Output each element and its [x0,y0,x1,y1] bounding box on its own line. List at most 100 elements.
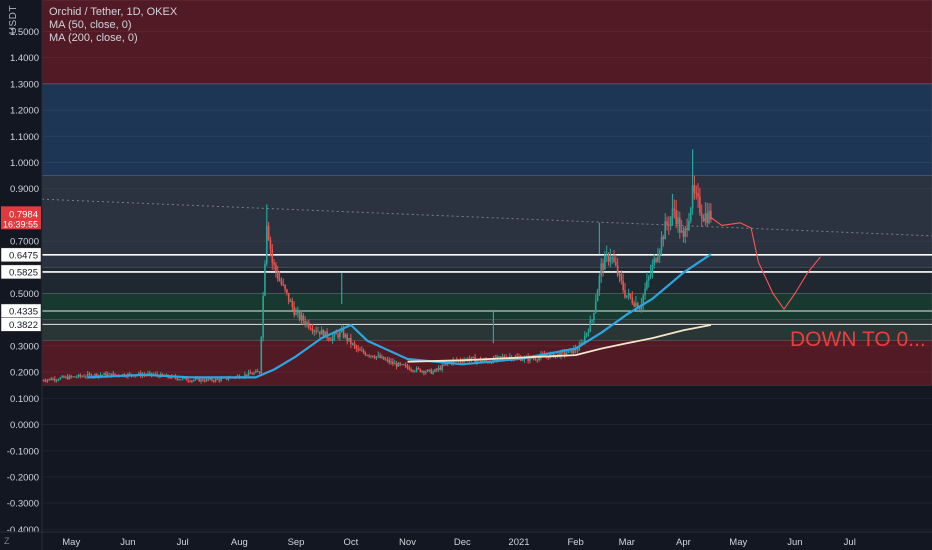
candle-body [368,355,370,357]
dotted-trendline [41,198,932,237]
x-tick-label: May [729,537,747,548]
candle-body [90,374,93,378]
candle-body [404,365,407,367]
candle-body [527,357,529,361]
candle-body [534,358,537,360]
timezone-badge[interactable]: Z [4,536,10,546]
candle-body [547,356,550,359]
candle-body [298,311,301,320]
candle-body [74,376,76,378]
y-tick-label: 0.3000 [10,341,39,352]
x-tick-label: Dec [454,537,471,548]
candle-body [43,380,45,382]
candle-body [452,360,454,364]
candle-body [161,373,164,376]
candle-body [315,330,317,332]
candle-body [684,227,687,237]
candle-body [666,221,668,225]
candle-body [490,362,493,364]
candle-body [556,353,559,355]
ma50-line [87,253,712,379]
candle-body [673,208,676,211]
zone-4 [41,293,932,320]
level-tag-label: 0.5825 [9,267,38,278]
y-tick-label: -0.3000 [7,499,39,510]
candle-body [370,355,372,357]
candle-body [379,355,381,358]
candle-body [187,380,190,382]
level-tag-0 [0,247,42,263]
candle-body [99,374,102,376]
candle-body [622,280,624,291]
candle-body [364,352,367,356]
candle-body [644,288,646,296]
candle-body [607,254,610,262]
candle-body [700,213,703,219]
candle-body [81,376,84,378]
candle-body [255,371,257,373]
x-tick-label: Jul [844,537,856,548]
x-tick-label: Sep [288,537,305,548]
candle-body [426,369,429,372]
candle-body [322,330,325,338]
candle-body [565,353,568,355]
candle-body [333,333,336,337]
candle-body [646,280,648,289]
annotation-down-to-zero: DOWN TO 0... [790,328,926,351]
candle-body [536,359,539,361]
candle-body [103,373,105,375]
candle-body [191,380,193,382]
candle-body [112,373,115,377]
candle-body [353,343,356,346]
candle-body [388,359,391,363]
candle-body [430,369,433,374]
candle-body [653,258,656,265]
candle-body [649,273,652,277]
candle-body [381,356,383,358]
candle-body [128,373,131,375]
candle-body [258,371,261,374]
candle-body [620,274,623,281]
candle-body [355,345,358,349]
candle-body [647,276,650,281]
candle-body [626,295,628,298]
candle-body [538,357,540,361]
candle-body [642,295,645,305]
candle-body [169,377,171,379]
candle-body [61,376,63,378]
candle-body [532,358,535,360]
candle-body [269,240,272,250]
candle-body [64,376,67,378]
candle-body [600,263,603,276]
candle-body [300,315,303,320]
candle-body [251,373,253,375]
candle-body [578,346,581,351]
candle-body [253,372,255,375]
candle-body [410,369,412,371]
y-tick-label: 0.9000 [10,184,39,195]
candle-body [485,359,487,362]
candle-body [205,378,208,382]
price-tag [1,206,41,230]
candle-body [408,367,411,370]
candle-body [662,236,665,240]
candle-body [664,221,666,240]
candle-body [198,378,200,382]
candle-body [256,371,259,373]
candle-body [585,333,588,336]
candle-body [88,373,91,375]
candle-body [419,368,422,372]
candle-body [437,367,440,370]
candle-body [77,374,80,378]
candle-body [375,356,378,359]
candle-body [613,257,615,262]
candle-body [105,373,107,377]
candle-body [48,378,51,380]
candle-body [390,361,392,363]
x-tick-label: May [62,537,80,548]
candle-body [227,378,230,380]
y-tick-label: -0.4000 [7,525,39,536]
y-tick-label: 1.4000 [10,53,39,64]
zone-2 [41,175,932,268]
candle-body [86,373,89,377]
